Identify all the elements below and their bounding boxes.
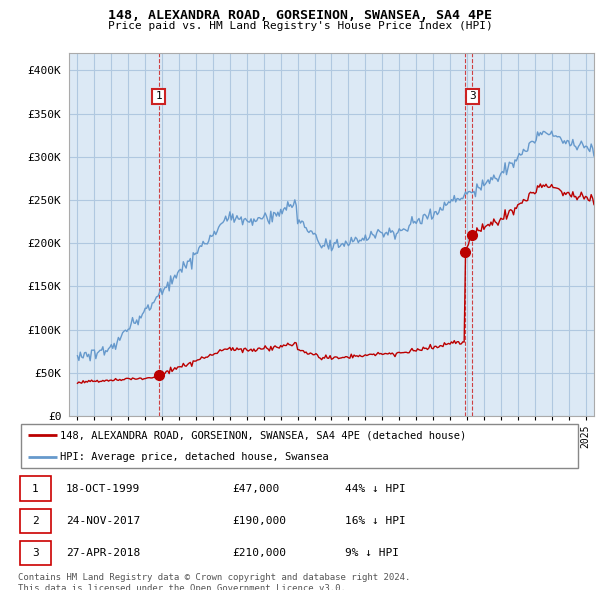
FancyBboxPatch shape xyxy=(21,424,578,468)
Text: 16% ↓ HPI: 16% ↓ HPI xyxy=(345,516,406,526)
Text: 44% ↓ HPI: 44% ↓ HPI xyxy=(345,484,406,494)
FancyBboxPatch shape xyxy=(20,476,51,501)
Text: £47,000: £47,000 xyxy=(232,484,280,494)
Text: 18-OCT-1999: 18-OCT-1999 xyxy=(66,484,140,494)
Text: 148, ALEXANDRA ROAD, GORSEINON, SWANSEA, SA4 4PE: 148, ALEXANDRA ROAD, GORSEINON, SWANSEA,… xyxy=(108,9,492,22)
Text: 148, ALEXANDRA ROAD, GORSEINON, SWANSEA, SA4 4PE (detached house): 148, ALEXANDRA ROAD, GORSEINON, SWANSEA,… xyxy=(60,431,467,441)
Text: 1: 1 xyxy=(155,91,162,101)
Text: 3: 3 xyxy=(469,91,476,101)
FancyBboxPatch shape xyxy=(20,540,51,565)
Text: HPI: Average price, detached house, Swansea: HPI: Average price, detached house, Swan… xyxy=(60,451,329,461)
Text: £210,000: £210,000 xyxy=(232,548,286,558)
Text: 3: 3 xyxy=(32,548,38,558)
Text: Contains HM Land Registry data © Crown copyright and database right 2024.
This d: Contains HM Land Registry data © Crown c… xyxy=(18,573,410,590)
Text: Price paid vs. HM Land Registry's House Price Index (HPI): Price paid vs. HM Land Registry's House … xyxy=(107,21,493,31)
Text: £190,000: £190,000 xyxy=(232,516,286,526)
Text: 27-APR-2018: 27-APR-2018 xyxy=(66,548,140,558)
Text: 2: 2 xyxy=(32,516,38,526)
FancyBboxPatch shape xyxy=(20,509,51,533)
Text: 24-NOV-2017: 24-NOV-2017 xyxy=(66,516,140,526)
Text: 9% ↓ HPI: 9% ↓ HPI xyxy=(345,548,399,558)
Text: 1: 1 xyxy=(32,484,38,494)
